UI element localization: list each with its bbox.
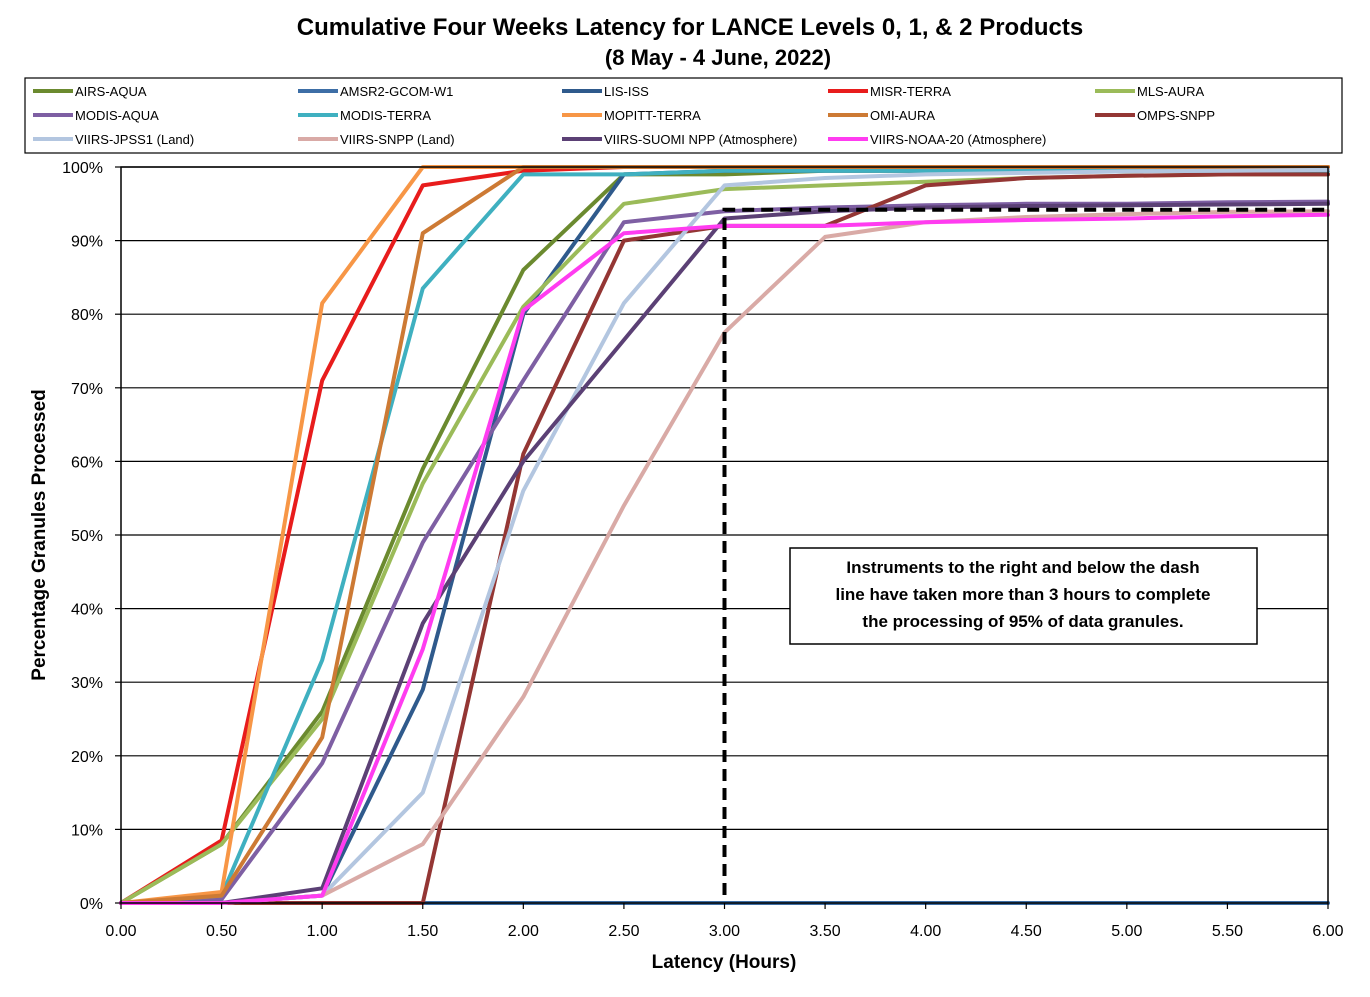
x-tick-label: 5.00: [1111, 923, 1142, 940]
legend-label-viirs-jpss1-land: VIIRS-JPSS1 (Land): [75, 132, 194, 147]
legend-label-viirs-noaa-20-atmosphere: VIIRS-NOAA-20 (Atmosphere): [870, 132, 1046, 147]
chart-subtitle: (8 May - 4 June, 2022): [605, 45, 831, 70]
legend-label-mls-aura: MLS-AURA: [1137, 84, 1205, 99]
annotation-text-line: line have taken more than 3 hours to com…: [835, 585, 1210, 604]
y-tick-label: 90%: [71, 234, 103, 251]
axes: 0% 10% 20% 30% 40% 50% 60% 70% 80% 90% 100% 0.00 0.5…: [62, 160, 1344, 940]
x-tick-label: 3.50: [810, 923, 841, 940]
y-tick-label: 80%: [71, 307, 103, 324]
legend-label-omi-aura: OMI-AURA: [870, 108, 935, 123]
x-tick-label: 4.50: [1011, 923, 1042, 940]
x-tick-label: 4.00: [910, 923, 941, 940]
chart-title: Cumulative Four Weeks Latency for LANCE …: [297, 14, 1083, 41]
x-tick-label: 5.50: [1212, 923, 1243, 940]
legend-label-airs-aqua: AIRS-AQUA: [75, 84, 147, 99]
x-tick-label: 2.50: [608, 923, 639, 940]
legend-label-omps-snpp: OMPS-SNPP: [1137, 108, 1215, 123]
y-tick-label: 30%: [71, 675, 103, 692]
legend-label-amsr2-gcom-w1: AMSR2-GCOM-W1: [340, 84, 453, 99]
x-tick-label: 6.00: [1312, 923, 1343, 940]
annotation: Instruments to the right and below the d…: [722, 207, 1328, 895]
legend: AIRS-AQUA AMSR2-GCOM-W1 LIS-ISS MISR-TERRA M…: [33, 84, 1215, 147]
x-tick-label: 2.00: [508, 923, 539, 940]
annotation-text-line: the processing of 95% of data granules.: [862, 612, 1183, 631]
legend-label-mopitt-terra: MOPITT-TERRA: [604, 108, 701, 123]
x-tick-label: 1.50: [407, 923, 438, 940]
legend-label-modis-aqua: MODIS-AQUA: [75, 108, 159, 123]
legend-label-viirs-snpp-land: VIIRS-SNPP (Land): [340, 132, 455, 147]
x-tick-label: 1.00: [307, 923, 338, 940]
annotation-box: [789, 547, 1258, 645]
legend-label-misr-terra: MISR-TERRA: [870, 84, 951, 99]
threshold-dash-line: [722, 207, 1328, 895]
y-tick-label: 20%: [71, 749, 103, 766]
legend-label-modis-terra: MODIS-TERRA: [340, 108, 431, 123]
legend-label-viirs-suomi-npp-atmosphere: VIIRS-SUOMI NPP (Atmosphere): [604, 132, 797, 147]
y-tick-label: 50%: [71, 528, 103, 545]
y-tick-label: 10%: [71, 822, 103, 839]
y-tick-label: 100%: [62, 160, 103, 177]
y-tick-label: 70%: [71, 381, 103, 398]
legend-label-lis-iss: LIS-ISS: [604, 84, 649, 99]
x-tick-label: 3.00: [709, 923, 740, 940]
y-tick-label: 0%: [80, 896, 103, 913]
x-tick-label: 0.50: [206, 923, 237, 940]
annotation-text-line: Instruments to the right and below the d…: [846, 558, 1199, 577]
x-tick-label: 0.00: [105, 923, 136, 940]
y-axis-label: Percentage Granules Processed: [29, 389, 50, 680]
x-axis-label: Latency (Hours): [652, 952, 797, 973]
y-tick-label: 40%: [71, 602, 103, 619]
y-tick-label: 60%: [71, 454, 103, 471]
